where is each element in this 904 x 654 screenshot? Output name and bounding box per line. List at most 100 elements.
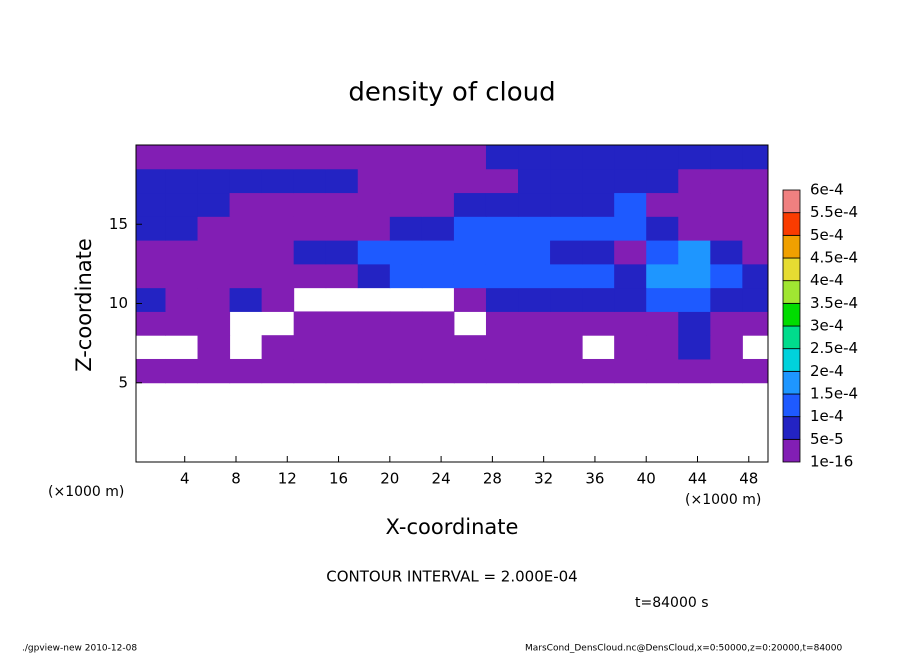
field-cell <box>453 358 487 384</box>
colorbar-box <box>782 302 801 327</box>
colorbar-label: 3e-4 <box>810 317 844 335</box>
field-cell <box>325 168 359 194</box>
field-cell <box>518 240 551 265</box>
field-cell <box>614 358 647 384</box>
field-cell <box>678 168 711 194</box>
field-cell <box>261 263 295 289</box>
field-cell <box>710 168 743 194</box>
field-cell <box>614 168 647 194</box>
field-cell <box>614 192 647 217</box>
field-cell <box>550 240 583 265</box>
field-cell <box>485 358 519 384</box>
field-cell <box>614 263 647 289</box>
field-cell <box>357 168 391 194</box>
field-cell <box>485 335 519 360</box>
field-cell <box>261 216 295 241</box>
field-cell <box>710 216 743 241</box>
colorbar-box <box>782 212 801 236</box>
field-cell <box>136 287 166 312</box>
field-cell <box>582 168 615 194</box>
field-cell <box>550 311 583 336</box>
field-cell <box>389 263 423 289</box>
field-cell <box>197 145 231 170</box>
field-cell <box>389 240 423 265</box>
field-cell <box>389 192 423 217</box>
field-cell <box>165 240 199 265</box>
field-cell <box>646 358 679 384</box>
field-cell <box>582 216 615 241</box>
field-cell <box>518 192 551 217</box>
field-cell <box>325 263 359 289</box>
field-cell <box>678 311 711 336</box>
field-cell <box>357 263 391 289</box>
y-tick-label: 15 <box>109 215 128 233</box>
footer-left: ./gpview-new 2010-12-08 <box>22 644 137 654</box>
colorbar-box <box>782 370 801 395</box>
field-cell <box>421 192 455 217</box>
field-cell <box>614 311 647 336</box>
x-unit-label: (×1000 m) <box>48 484 124 500</box>
colorbar-box <box>782 189 801 214</box>
field-cell <box>550 335 583 360</box>
x-tick-label: 12 <box>278 470 297 488</box>
field-cell <box>357 216 391 241</box>
colorbar-label: 5e-4 <box>810 226 844 244</box>
field-cell <box>678 216 711 241</box>
field-cell <box>357 358 391 384</box>
field-cell <box>453 335 487 360</box>
field-cell <box>389 168 423 194</box>
field-cell <box>646 263 679 289</box>
field-cell <box>485 216 519 241</box>
chart-title: density of cloud <box>348 78 555 108</box>
field-cell <box>197 311 231 336</box>
field-cell <box>550 358 583 384</box>
field-cell <box>293 216 327 241</box>
field-cell <box>325 192 359 217</box>
field-cell <box>325 145 359 170</box>
field-cell <box>582 145 615 170</box>
field-cell <box>293 192 327 217</box>
colorbar-box <box>782 325 801 350</box>
x-tick-label: 48 <box>739 470 758 488</box>
field-cell <box>293 311 327 336</box>
field-cell <box>614 145 647 170</box>
field-cell <box>582 240 615 265</box>
field-cell <box>261 192 295 217</box>
field-cell <box>136 192 166 217</box>
field-cell <box>485 168 519 194</box>
field-cell <box>646 311 679 336</box>
field-cell <box>518 287 551 312</box>
field-cell <box>710 192 743 217</box>
field-cell <box>197 216 231 241</box>
field-cell <box>710 335 743 360</box>
field-cell <box>136 216 166 241</box>
field-cell <box>421 358 455 384</box>
field-cell <box>582 287 615 312</box>
field-cell <box>614 216 647 241</box>
field-cell <box>518 145 551 170</box>
field-cell <box>197 358 231 384</box>
field-cell <box>325 216 359 241</box>
colorbar-label: 4e-4 <box>810 271 844 289</box>
field-cell <box>453 168 487 194</box>
field-cell <box>389 311 423 336</box>
y-tick-label: 5 <box>118 373 128 391</box>
field-cell <box>229 240 263 265</box>
field-cell <box>136 263 166 289</box>
field-cell <box>614 335 647 360</box>
field-cell <box>357 145 391 170</box>
field-cell <box>678 145 711 170</box>
x-tick-label: 4 <box>180 470 190 488</box>
field-cell <box>710 145 743 170</box>
colorbar-label: 4.5e-4 <box>810 249 858 267</box>
y-tick-label: 10 <box>109 294 128 312</box>
field-cell <box>710 240 743 265</box>
field-cell <box>261 240 295 265</box>
field-cell <box>357 192 391 217</box>
field-cell <box>136 145 166 170</box>
field-cell <box>293 145 327 170</box>
field-cell <box>389 358 423 384</box>
field-cell <box>357 311 391 336</box>
field-cell <box>197 335 231 360</box>
field-cell <box>742 358 768 384</box>
